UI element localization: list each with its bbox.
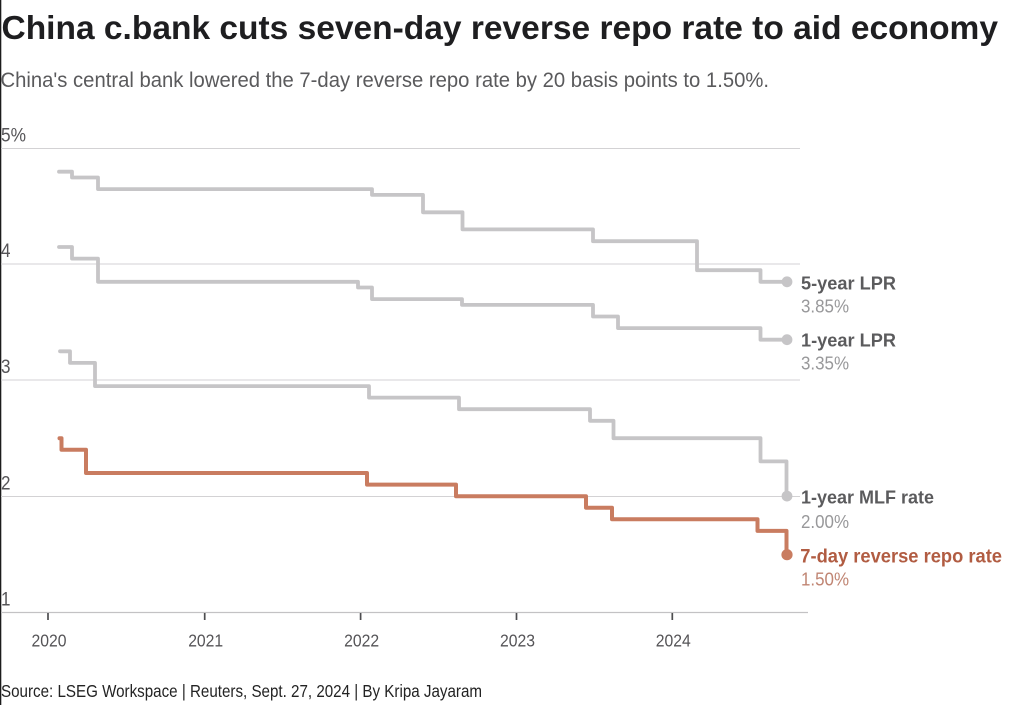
svg-text:1: 1 (1, 588, 11, 610)
svg-text:Source: LSEG Workspace | Reute: Source: LSEG Workspace | Reuters, Sept. … (1, 681, 482, 701)
svg-text:3.85%: 3.85% (801, 296, 849, 317)
svg-text:7-day reverse repo rate: 7-day reverse repo rate (800, 547, 1002, 568)
svg-text:2020: 2020 (32, 631, 67, 651)
svg-text:2022: 2022 (344, 631, 379, 651)
svg-text:2.00%: 2.00% (801, 511, 849, 532)
svg-text:1-year MLF rate: 1-year MLF rate (801, 487, 934, 508)
svg-text:5-year LPR: 5-year LPR (801, 273, 896, 294)
svg-text:1.50%: 1.50% (801, 569, 849, 590)
svg-text:2021: 2021 (188, 631, 223, 651)
svg-text:China c.bank cuts seven-day re: China c.bank cuts seven-day reverse repo… (2, 10, 999, 47)
svg-text:2024: 2024 (656, 631, 691, 651)
svg-text:3.35%: 3.35% (801, 353, 849, 374)
svg-text:4: 4 (1, 240, 11, 262)
svg-text:1-year LPR: 1-year LPR (801, 330, 896, 351)
svg-text:3: 3 (1, 356, 11, 378)
svg-text:China's central bank lowered t: China's central bank lowered the 7-day r… (1, 68, 770, 92)
svg-text:2: 2 (1, 473, 11, 495)
svg-text:2023: 2023 (500, 631, 535, 651)
svg-text:5%: 5% (1, 124, 26, 146)
